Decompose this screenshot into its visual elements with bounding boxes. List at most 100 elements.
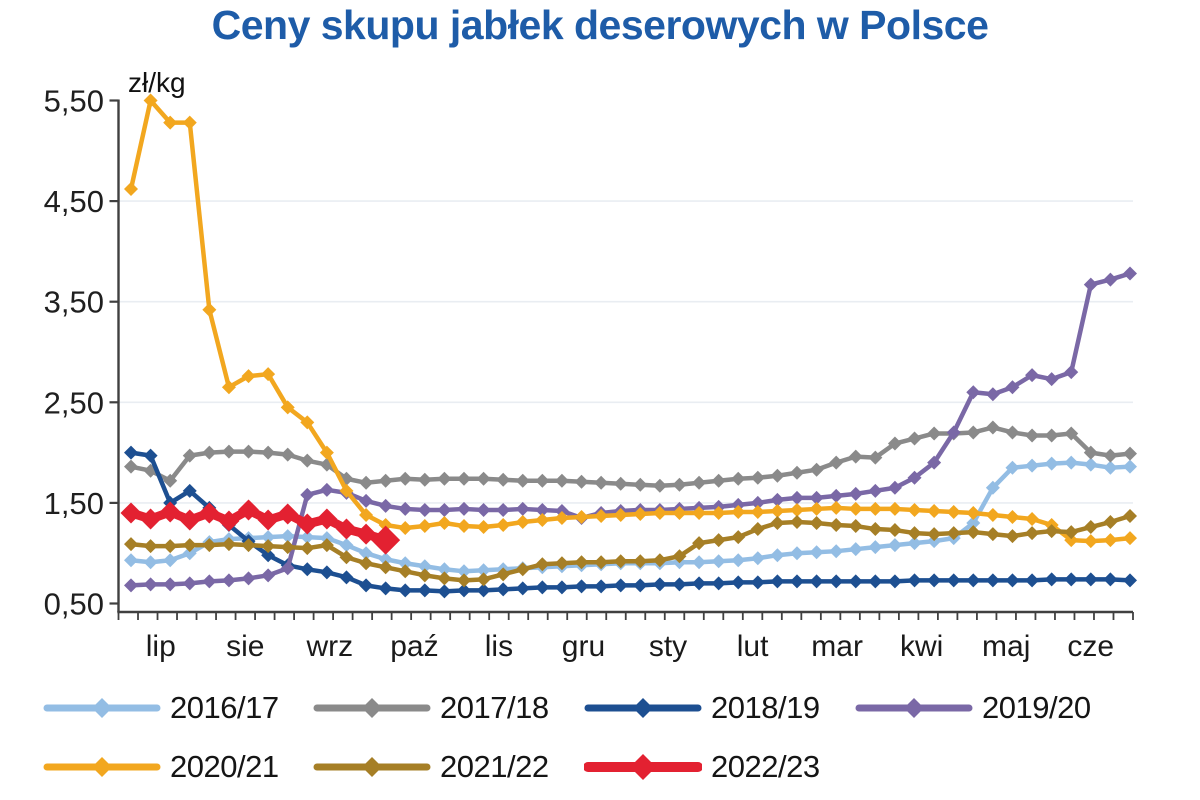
- data-point-marker: [261, 367, 276, 382]
- data-point-marker: [339, 538, 354, 553]
- data-point-marker: [1044, 524, 1059, 539]
- data-point-marker: [437, 502, 452, 517]
- data-point-marker: [182, 115, 197, 130]
- data-point-marker: [359, 578, 374, 593]
- data-point-marker: [868, 574, 883, 589]
- data-point-marker: [241, 369, 256, 384]
- data-point-marker: [182, 576, 197, 591]
- data-point-marker: [339, 570, 354, 585]
- y-tick-label: 3,50: [44, 285, 104, 320]
- data-point-marker: [946, 526, 961, 541]
- month-label-cze: cze: [1067, 630, 1114, 663]
- data-point-marker: [770, 468, 785, 483]
- data-point-marker: [398, 471, 413, 486]
- data-point-marker: [378, 473, 393, 488]
- data-point-marker: [750, 495, 765, 510]
- data-point-marker: [198, 502, 220, 524]
- data-point-marker: [319, 445, 334, 460]
- data-point-marker: [437, 471, 452, 486]
- data-point-marker: [339, 550, 354, 565]
- data-point-marker: [143, 555, 158, 570]
- data-point-marker: [985, 480, 1000, 495]
- data-point-marker: [731, 553, 746, 568]
- series-line: [128, 425, 1133, 489]
- data-point-marker: [711, 533, 726, 548]
- data-point-marker: [633, 506, 648, 521]
- data-point-marker: [1044, 572, 1059, 587]
- data-point-marker: [535, 513, 550, 528]
- data-point-marker: [496, 472, 511, 487]
- data-point-marker: [280, 540, 295, 555]
- data-point-marker: [907, 431, 922, 446]
- data-point-marker: [966, 516, 981, 531]
- legend-item-2022-23: 2022/23: [584, 737, 820, 796]
- data-point-marker: [790, 465, 804, 480]
- data-point-marker: [887, 523, 902, 538]
- data-point-marker: [378, 560, 393, 575]
- data-point-marker: [241, 571, 256, 586]
- data-point-marker: [238, 499, 260, 521]
- data-point-marker: [261, 530, 276, 545]
- y-tick-label: 0,50: [44, 587, 104, 622]
- data-point-marker: [927, 534, 942, 549]
- data-point-marker: [1083, 445, 1098, 460]
- data-point-marker: [848, 519, 863, 534]
- data-point-marker: [985, 527, 1000, 542]
- data-point-marker: [692, 576, 707, 591]
- data-point-marker: [515, 473, 530, 488]
- data-point-marker: [1103, 572, 1118, 587]
- data-point-marker: [868, 483, 883, 498]
- data-point-marker: [182, 448, 197, 463]
- data-point-marker: [221, 444, 236, 459]
- data-point-marker: [750, 551, 765, 566]
- data-point-marker: [515, 501, 530, 516]
- data-point-marker: [829, 544, 844, 559]
- data-point-marker: [594, 508, 609, 523]
- data-point-marker: [300, 541, 315, 556]
- data-point-marker: [574, 579, 589, 594]
- data-point-marker: [927, 455, 942, 470]
- data-point-marker: [182, 546, 197, 561]
- data-point-marker: [731, 504, 746, 519]
- data-point-marker: [750, 575, 765, 590]
- data-point-marker: [339, 483, 354, 498]
- data-point-marker: [316, 508, 338, 530]
- data-point-marker: [848, 501, 863, 516]
- data-point-marker: [1025, 458, 1040, 473]
- data-point-marker: [809, 516, 824, 531]
- data-point-marker: [594, 475, 609, 490]
- month-labels: lip sie wrz paź lis gru sty lut mar kwi maj cze: [146, 630, 1114, 663]
- data-point-marker: [692, 555, 707, 570]
- data-point-marker: [692, 536, 707, 551]
- data-point-marker: [1005, 529, 1020, 544]
- data-point-marker: [985, 573, 1000, 588]
- data-point-marker: [711, 473, 726, 488]
- data-point-marker: [319, 538, 334, 553]
- data-point-marker: [257, 509, 279, 531]
- data-point-marker: [1123, 508, 1137, 523]
- data-point-marker: [1025, 428, 1040, 443]
- data-point-marker: [1064, 365, 1079, 380]
- data-point-marker: [1005, 509, 1020, 524]
- data-point-marker: [280, 561, 295, 576]
- data-point-marker: [1064, 525, 1079, 540]
- data-point-marker: [652, 577, 667, 592]
- data-point-marker: [280, 400, 295, 415]
- data-point-marker: [300, 415, 315, 430]
- data-point-marker: [1005, 573, 1020, 588]
- data-point-marker: [829, 500, 844, 515]
- data-point-marker: [1123, 459, 1137, 474]
- legend-item-2019-20: 2019/20: [855, 678, 1091, 737]
- month-label-kwi: kwi: [900, 630, 943, 663]
- chart-title: Ceny skupu jabłek deserowych w Polsce: [211, 2, 989, 48]
- data-point-marker: [770, 516, 785, 531]
- data-point-marker: [241, 538, 256, 553]
- data-point-marker: [711, 505, 726, 520]
- data-point-marker: [672, 577, 687, 592]
- data-point-marker: [887, 480, 902, 495]
- data-point-marker: [770, 492, 785, 507]
- data-point-marker: [652, 553, 667, 568]
- data-point-marker: [1103, 460, 1118, 475]
- data-point-marker: [790, 546, 804, 561]
- data-point-marker: [457, 519, 471, 534]
